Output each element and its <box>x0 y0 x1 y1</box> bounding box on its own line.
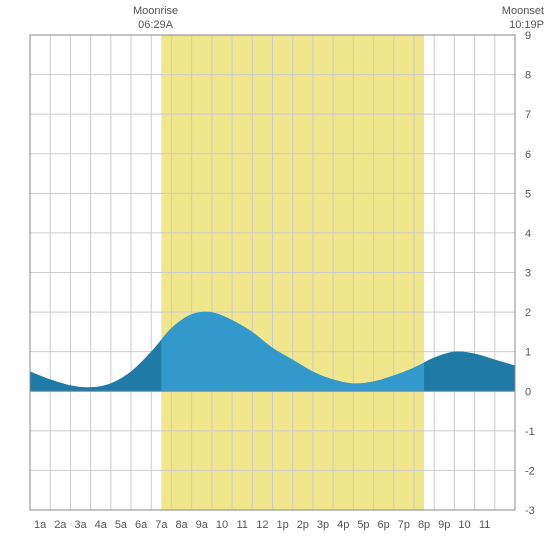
y-tick-label: 2 <box>525 307 531 319</box>
x-tick-label: 10 <box>216 519 228 531</box>
y-tick-label: -3 <box>525 505 535 517</box>
y-tick-label: 4 <box>525 228 531 240</box>
x-tick-label: 1p <box>276 519 288 531</box>
x-tick-label: 6a <box>135 519 148 531</box>
tide-chart-container: Moonrise 06:29A Moonset 10:19P -3-2-1012… <box>0 0 550 550</box>
y-tick-label: 7 <box>525 109 531 121</box>
y-tick-label: 8 <box>525 70 531 82</box>
y-tick-label: 5 <box>525 188 531 200</box>
x-tick-label: 11 <box>479 519 490 531</box>
moonset-label: Moonset <box>502 4 544 18</box>
y-tick-label: 6 <box>525 149 531 161</box>
x-tick-label: 4a <box>95 519 108 531</box>
x-tick-label: 11 <box>236 519 247 531</box>
moonset-time: 10:19P <box>502 18 544 32</box>
x-tick-label: 1a <box>34 519 47 531</box>
y-tick-label: 0 <box>525 386 531 398</box>
x-tick-label: 8a <box>175 519 188 531</box>
x-tick-label: 5a <box>115 519 128 531</box>
x-tick-label: 6p <box>378 519 390 531</box>
x-tick-label: 7a <box>155 519 168 531</box>
moonrise-time: 06:29A <box>133 18 178 32</box>
x-tick-label: 3a <box>74 519 87 531</box>
x-tick-label: 10 <box>458 519 470 531</box>
moonrise-header: Moonrise 06:29A <box>133 4 178 33</box>
y-tick-label: 3 <box>525 268 531 280</box>
x-tick-label: 5p <box>357 519 369 531</box>
x-tick-label: 3p <box>317 519 329 531</box>
y-tick-label: -1 <box>525 426 535 438</box>
y-tick-label: 1 <box>525 347 531 359</box>
tide-chart: -3-2-101234567891a2a3a4a5a6a7a8a9a101112… <box>0 0 550 550</box>
x-tick-label: 8p <box>418 519 430 531</box>
x-tick-label: 2a <box>54 519 67 531</box>
moonrise-label: Moonrise <box>133 4 178 18</box>
x-tick-label: 7p <box>398 519 410 531</box>
x-tick-label: 2p <box>297 519 309 531</box>
moonset-header: Moonset 10:19P <box>502 4 544 33</box>
x-tick-label: 12 <box>256 519 268 531</box>
x-tick-label: 9p <box>438 519 450 531</box>
x-tick-label: 9a <box>196 519 209 531</box>
y-tick-label: -2 <box>525 465 535 477</box>
x-tick-label: 4p <box>337 519 349 531</box>
